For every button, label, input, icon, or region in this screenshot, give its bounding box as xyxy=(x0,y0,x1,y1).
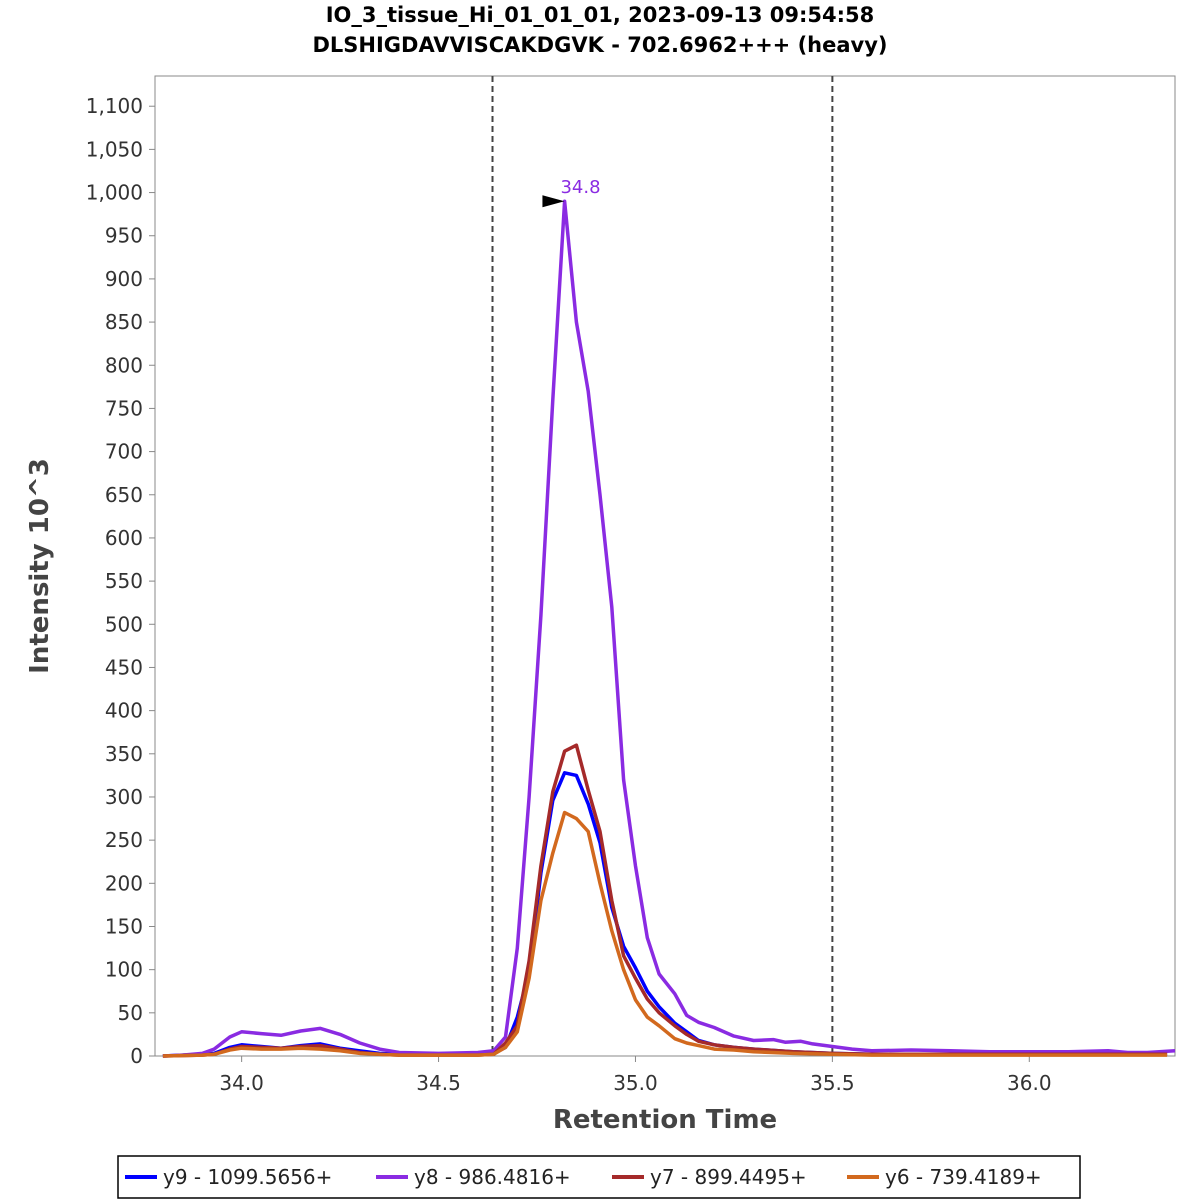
y-tick-label: 350 xyxy=(105,742,143,766)
series-line-y8 xyxy=(162,199,1176,1058)
integration-boundaries xyxy=(491,76,834,1056)
y-tick-label: 50 xyxy=(118,1001,143,1025)
y-tick-label: 1,000 xyxy=(86,181,143,205)
y-tick-label: 400 xyxy=(105,699,143,723)
legend-box xyxy=(117,1155,1081,1199)
x-tick-label: 34.0 xyxy=(219,1071,264,1095)
y-axis-title: Intensity 10^3 xyxy=(25,458,55,674)
plot-area xyxy=(154,75,1176,1057)
peak-arrow-icon xyxy=(542,195,565,208)
y-tick-label: 800 xyxy=(105,353,143,377)
legend: y9 - 1099.5656+ y8 - 986.4816+ y7 - 899.44… xyxy=(117,1155,1081,1199)
x-tick-label: 36.0 xyxy=(1007,1071,1052,1095)
y-tick-label: 600 xyxy=(105,526,143,550)
y-tick-label: 1,100 xyxy=(86,94,143,118)
x-tick-label: 34.5 xyxy=(416,1071,461,1095)
x-axis: 34.0 34.5 35.0 35.5 36.0 xyxy=(155,1055,1175,1095)
y-tick-label: 450 xyxy=(105,655,143,679)
y-axis: 0 50 100 150 200 250 300 350 400 450 500 550 600 650 7… xyxy=(86,76,156,1068)
y-tick-label: 300 xyxy=(105,785,143,809)
y-tick-label: 250 xyxy=(105,828,143,852)
y-tick-label: 500 xyxy=(105,612,143,636)
peak-label: 34.8 xyxy=(560,177,600,198)
y-tick-label: 150 xyxy=(105,914,143,938)
y-tick-label: 650 xyxy=(105,483,143,507)
y-tick-label: 0 xyxy=(130,1044,143,1068)
chart-title: IO_3_tissue_Hi_01_01_01, 2023-09-13 09:5… xyxy=(326,3,875,27)
y-tick-label: 1,050 xyxy=(86,137,143,161)
y-tick-label: 550 xyxy=(105,569,143,593)
series-line-y6 xyxy=(162,810,1168,1058)
legend-label: y8 - 986.4816+ xyxy=(414,1165,571,1189)
y-tick-label: 700 xyxy=(105,440,143,464)
x-tick-label: 35.5 xyxy=(810,1071,855,1095)
peak-annotation: 34.8 xyxy=(542,177,601,208)
y-tick-label: 100 xyxy=(105,958,143,982)
y-tick-label: 900 xyxy=(105,267,143,291)
y-tick-label: 200 xyxy=(105,871,143,895)
x-tick-label: 35.0 xyxy=(613,1071,658,1095)
series-lines xyxy=(162,199,1176,1058)
legend-label: y9 - 1099.5656+ xyxy=(163,1165,332,1189)
y-tick-label: 850 xyxy=(105,310,143,334)
legend-label: y6 - 739.4189+ xyxy=(885,1165,1042,1189)
x-axis-title: Retention Time xyxy=(553,1105,777,1135)
y-tick-label: 750 xyxy=(105,396,143,420)
chart-subtitle: DLSHIGDAVVISCAKDGVK - 702.6962+++ (heavy… xyxy=(312,33,887,57)
legend-label: y7 - 899.4495+ xyxy=(650,1165,807,1189)
y-tick-label: 950 xyxy=(105,224,143,248)
